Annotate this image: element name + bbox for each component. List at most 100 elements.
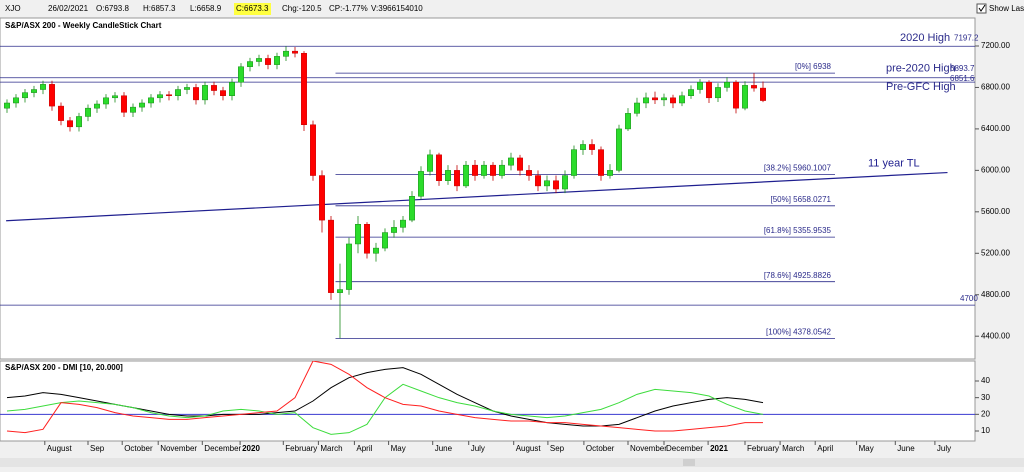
scrollbar[interactable] (0, 458, 1024, 467)
candle-body (652, 97, 658, 101)
x-tick-label: December (204, 444, 241, 453)
candle-body (283, 50, 289, 57)
close: C:6673.3 (236, 4, 269, 13)
candle-body (76, 116, 82, 128)
x-tick-label: October (124, 444, 153, 453)
candle-body (256, 58, 262, 62)
change: Chg:-120.5 (282, 4, 322, 13)
date: 26/02/2021 (48, 4, 89, 13)
candle-body (121, 95, 127, 113)
candle-body (13, 97, 19, 104)
candle-body (139, 102, 145, 108)
x-tick-label: June (897, 444, 915, 453)
candle-body (445, 170, 451, 181)
low: L:6658.9 (190, 4, 222, 13)
candle-body (364, 224, 370, 254)
candle-body (157, 94, 163, 99)
fib-label: [78.6%] 4925.8826 (764, 271, 832, 280)
candle-body (40, 84, 46, 90)
candle-body (751, 85, 757, 89)
candle-body (319, 175, 325, 221)
candle-body (553, 180, 559, 190)
candle-body (94, 103, 100, 109)
candle-body (175, 89, 181, 96)
candle-body (706, 82, 712, 99)
candle-body (67, 120, 73, 128)
x-tick-label: Sep (90, 444, 105, 453)
candle-body (562, 175, 568, 190)
candle-body (625, 113, 631, 130)
candle-body (193, 87, 199, 101)
fib-label: [38.2%] 5960.1007 (764, 164, 832, 173)
candle-body (463, 164, 469, 187)
fib-label: [61.8%] 5355.9535 (764, 226, 832, 235)
x-tick-label: 2020 (242, 444, 260, 453)
level-label: 2020 High (900, 32, 950, 44)
y-tick-label: 4800.00 (981, 290, 1010, 299)
price-title: S&P/ASX 200 - Weekly CandleStick Chart (5, 21, 162, 30)
x-tick-label: August (47, 444, 73, 453)
checkbox[interactable] (976, 3, 987, 14)
candle-body (508, 157, 514, 166)
candle-body (229, 82, 235, 96)
candle-body (400, 219, 406, 228)
symbol: XJO (5, 4, 21, 13)
dmi-line (6, 361, 763, 434)
x-tick-label: May (859, 444, 874, 453)
x-tick-label: May (391, 444, 406, 453)
x-tick-label: April (356, 444, 372, 453)
candle-body (607, 170, 613, 176)
candle-body (436, 154, 442, 181)
candle-body (724, 82, 730, 88)
candle-body (202, 85, 208, 101)
fib-label: [0%] 6938 (795, 62, 832, 71)
candle-body (454, 170, 460, 187)
x-tick-label: August (516, 444, 542, 453)
candle-body (382, 232, 388, 249)
candle-body (643, 97, 649, 104)
candle-body (697, 82, 703, 90)
candle-body (22, 92, 28, 99)
candle-body (598, 149, 604, 176)
dmi-panel (0, 360, 976, 442)
x-tick-label: March (320, 444, 342, 453)
candle-body (391, 227, 397, 233)
level-value: 7197.2 (954, 33, 979, 42)
candle-body (31, 89, 37, 93)
fib-label: [100%] 4378.0542 (766, 328, 831, 337)
x-tick-label: February (747, 444, 779, 453)
candle-body (265, 58, 271, 65)
level-label: 4700 (960, 294, 978, 303)
candle-body (760, 87, 766, 101)
scroll-thumb[interactable] (683, 459, 695, 466)
candle-body (58, 105, 64, 121)
candle-body (346, 243, 352, 290)
candle-body (499, 164, 505, 176)
candle-body (526, 170, 532, 176)
candle-body (328, 219, 334, 293)
price-panel (0, 17, 976, 360)
y-tick-label: 6000.00 (981, 165, 1010, 174)
candle-body (148, 97, 154, 104)
candle-body (292, 50, 298, 54)
change-pct: CP:-1.77% (329, 4, 368, 13)
x-tick-label: October (586, 444, 615, 453)
x-tick-label: July (937, 444, 951, 453)
volume: V:3966154010 (371, 4, 423, 13)
high: H:6857.3 (143, 4, 176, 13)
x-tick-label: December (666, 444, 703, 453)
check (978, 4, 986, 12)
x-tick-label: July (471, 444, 485, 453)
y-tick-label: 7200.00 (981, 41, 1010, 50)
open: O:6793.8 (96, 4, 129, 13)
candle-body (733, 82, 739, 109)
candle-body (373, 247, 379, 254)
candle-body (337, 289, 343, 293)
candle-body (472, 164, 478, 176)
candle-body (4, 102, 10, 109)
y-tick-label: 30 (981, 393, 990, 402)
candle-body (211, 85, 217, 91)
candle-body (310, 124, 316, 176)
level-value: 6851.6 (950, 74, 975, 83)
show-last[interactable]: Show Last (989, 4, 1024, 13)
